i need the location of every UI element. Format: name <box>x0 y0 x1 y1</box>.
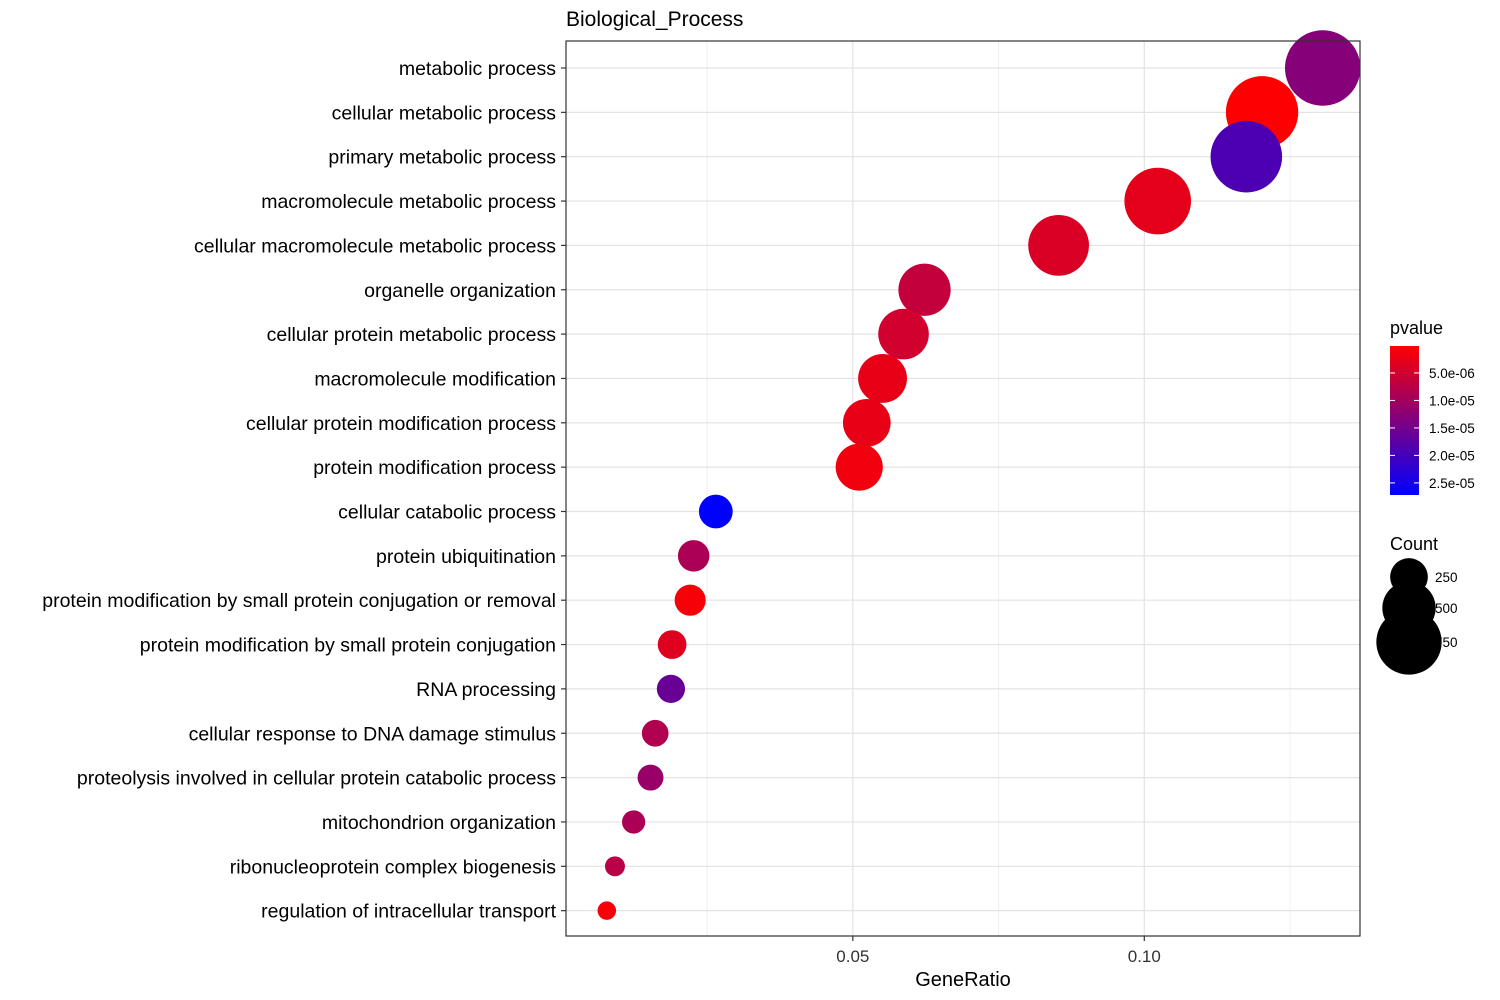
count-legend-label: 750 <box>1435 635 1458 650</box>
x-axis-title: GeneRatio <box>915 969 1011 991</box>
y-tick-label: protein modification by small protein co… <box>42 590 556 612</box>
data-point <box>698 494 733 529</box>
data-point <box>898 263 951 316</box>
count-legend-label: 500 <box>1435 601 1458 616</box>
data-point <box>835 443 883 491</box>
data-point <box>637 764 664 791</box>
grid-lines <box>566 41 1360 936</box>
data-points <box>597 30 1361 920</box>
y-tick-label: mitochondrion organization <box>322 812 556 834</box>
pvalue-tick-label: 2.5e-05 <box>1429 476 1475 491</box>
y-tick-label: metabolic process <box>399 58 556 80</box>
y-tick-label: organelle organization <box>364 280 556 302</box>
pvalue-colorbar <box>1390 346 1419 495</box>
data-point <box>878 308 929 360</box>
y-tick-label: protein modification process <box>313 457 556 479</box>
count-legend-dot <box>1376 609 1442 675</box>
y-tick-label: cellular response to DNA damage stimulus <box>189 723 557 745</box>
pvalue-tick-label: 5.0e-06 <box>1429 366 1475 381</box>
y-axis-labels: metabolic process cellular metabolic proc… <box>42 58 566 923</box>
y-tick-label: protein ubiquitination <box>376 546 556 568</box>
plot-panel-border <box>565 40 1361 937</box>
y-tick-label: primary metabolic process <box>328 147 556 169</box>
data-point <box>604 856 625 877</box>
pvalue-tick-label: 2.0e-05 <box>1429 448 1475 463</box>
count-legend-title: Count <box>1390 534 1438 554</box>
data-point <box>657 630 687 659</box>
y-tick-label: cellular metabolic process <box>332 102 557 124</box>
data-point <box>1210 120 1283 193</box>
data-point <box>677 540 710 572</box>
pvalue-legend-title: pvalue <box>1390 318 1443 338</box>
y-tick-label: cellular catabolic process <box>338 502 556 524</box>
count-legend-entries: 250 500 750 <box>1376 558 1458 675</box>
y-tick-label: macromolecule metabolic process <box>261 191 556 213</box>
y-tick-label: protein modification by small protein co… <box>140 635 556 657</box>
y-tick-label: macromolecule modification <box>314 368 556 390</box>
x-tick-label: 0.05 <box>836 947 869 966</box>
data-point <box>656 674 686 704</box>
pvalue-tick-label: 1.0e-05 <box>1429 393 1475 408</box>
count-legend: Count 250 500 750 <box>1376 534 1458 675</box>
count-legend-label: 250 <box>1435 570 1458 585</box>
data-point <box>641 719 669 747</box>
x-tick-label: 0.10 <box>1128 947 1161 966</box>
pvalue-legend-ticks: 5.0e-06 1.0e-05 1.5e-05 2.0e-05 2.5e-05 <box>1390 366 1475 491</box>
pvalue-tick-label: 1.5e-05 <box>1429 421 1475 436</box>
data-point <box>674 584 706 616</box>
y-tick-label: cellular protein metabolic process <box>267 324 557 346</box>
data-point <box>622 810 646 834</box>
y-tick-label: cellular protein modification process <box>246 413 556 435</box>
data-point <box>842 398 891 447</box>
data-point <box>1028 214 1090 276</box>
data-point <box>1124 167 1192 235</box>
y-tick-label: cellular macromolecule metabolic process <box>194 235 556 257</box>
y-tick-label: RNA processing <box>416 679 556 701</box>
data-point <box>858 354 907 403</box>
x-axis-ticks: 0.05 0.10 <box>836 936 1161 966</box>
chart-title: Biological_Process <box>566 8 743 31</box>
pvalue-legend: pvalue 5.0e-06 1.0e-05 1.5e-05 2.0e-05 2.5e-… <box>1390 318 1475 495</box>
y-tick-label: regulation of intracellular transport <box>261 901 556 923</box>
y-tick-label: proteolysis involved in cellular protein… <box>77 768 556 790</box>
y-tick-label: ribonucleoprotein complex biogenesis <box>230 856 557 878</box>
data-point <box>597 901 617 920</box>
data-point <box>1284 30 1361 106</box>
